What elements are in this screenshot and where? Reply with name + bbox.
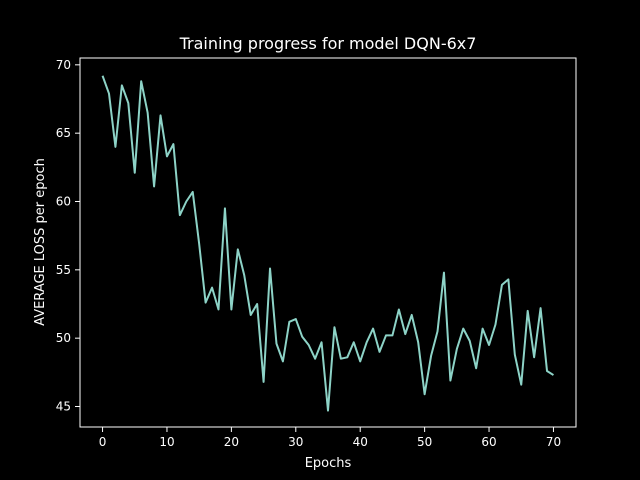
x-tick-label-60: 60	[481, 435, 496, 449]
y-tick-label-50: 50	[56, 331, 71, 345]
y-tick-label-65: 65	[56, 126, 71, 140]
x-tick-label-40: 40	[353, 435, 368, 449]
x-tick-label-50: 50	[417, 435, 432, 449]
y-tick-label-45: 45	[56, 400, 71, 414]
y-tick-label-70: 70	[56, 58, 71, 72]
y-tick-label-60: 60	[56, 195, 71, 209]
x-tick-label-10: 10	[159, 435, 174, 449]
x-tick-label-0: 0	[99, 435, 107, 449]
y-tick-label-55: 55	[56, 263, 71, 277]
x-tick-label-30: 30	[288, 435, 303, 449]
x-axis-label: Epochs	[305, 456, 352, 471]
axes-frame	[79, 57, 577, 428]
plot-area: 0 10 20 30 40 50 60 70 45 50 55 60 65 70	[56, 57, 577, 449]
x-tick-label-20: 20	[224, 435, 239, 449]
chart-title: Training progress for model DQN-6x7	[179, 34, 477, 53]
series-line-0	[101, 75, 554, 412]
y-axis-label: AVERAGE LOSS per epoch	[33, 158, 48, 326]
x-tick-label-70: 70	[546, 435, 561, 449]
